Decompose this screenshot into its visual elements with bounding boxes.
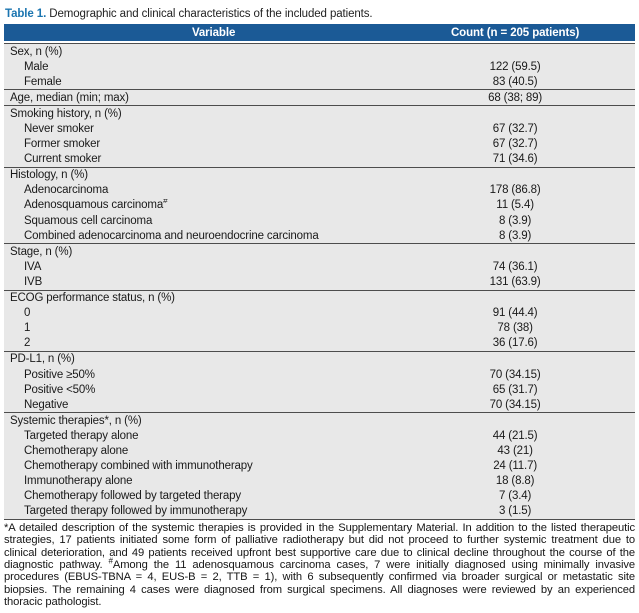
row-item-label: Targeted therapy followed by immunothera…: [24, 505, 248, 518]
row-count-value: 71 (34.6): [492, 153, 538, 166]
table-row: Sex, n (%): [4, 44, 635, 60]
row-item-label: Chemotherapy alone: [24, 444, 129, 457]
row-item-label: Male: [24, 60, 49, 73]
row-count-value: 131 (63.9): [489, 275, 541, 288]
column-header-count: Count (n = 205 patients): [450, 26, 580, 39]
table-row: IVB 131 (63.9): [4, 274, 635, 290]
row-item-label: Squamous cell carcinoma: [24, 214, 153, 227]
row-count-value: 70 (34.15): [489, 368, 541, 381]
row-group-label: Sex, n (%): [10, 45, 63, 58]
table-row: Histology, n (%): [4, 166, 635, 183]
row-count-value: 70 (34.15): [489, 398, 541, 411]
table-caption-text: Demographic and clinical characteristics…: [49, 8, 373, 20]
table-row: Positive <50% 65 (31.7): [4, 382, 635, 398]
row-count-value: 8 (3.9): [499, 229, 532, 242]
row-count-value: 11 (5.4): [496, 199, 534, 212]
row-item-label: Targeted therapy alone: [24, 429, 139, 442]
table-header-row: Variable Count (n = 205 patients): [4, 24, 635, 41]
row-count-value: 83 (40.5): [492, 75, 538, 88]
table-caption: Table 1. Demographic and clinical charac…: [5, 7, 635, 21]
table-row: Chemotherapy alone 43 (21): [4, 443, 635, 459]
table-row: Positive ≥50% 70 (34.15): [4, 366, 635, 383]
row-group-label: PD-L1, n (%): [10, 353, 75, 366]
table-footnote: *A detailed description of the systemic …: [4, 521, 635, 608]
row-count-value: 7 (3.4): [499, 490, 532, 503]
row-item-label: Positive <50%: [24, 383, 96, 396]
footnote-marker: #: [108, 556, 113, 566]
table-row: 2 36 (17.6): [4, 335, 635, 351]
row-item-label: IVB: [24, 275, 43, 288]
table-body: Sex, n (%) Male 122 (59.5) Female 83 (40.5) A…: [4, 43, 635, 520]
table-row: Systemic therapies*, n (%): [4, 412, 635, 429]
table-row: Negative 70 (34.15): [4, 397, 635, 413]
row-count-value: 36 (17.6): [492, 337, 538, 350]
row-item-label: Combined adenocarcinoma and neuroendocri…: [24, 229, 319, 242]
row-group-label: Smoking history, n (%): [10, 107, 122, 120]
row-count-value: 68 (38; 89): [488, 91, 543, 104]
row-item-label: IVA: [24, 260, 42, 273]
table-row: Smoking history, n (%): [4, 105, 635, 122]
table-caption-label: Table 1.: [5, 8, 47, 20]
table-row: Squamous cell carcinoma 8 (3.9): [4, 213, 635, 229]
table-row: Former smoker 67 (32.7): [4, 136, 635, 152]
column-header-variable: Variable: [191, 26, 236, 39]
table-row: Never smoker 67 (32.7): [4, 121, 635, 137]
table-row: Chemotherapy followed by targeted therap…: [4, 488, 635, 504]
row-group-label: Age, median (min; max): [10, 91, 129, 104]
row-item-label: 1: [24, 322, 31, 335]
table-row: PD-L1, n (%): [4, 350, 635, 367]
row-count-value: 18 (8.8): [495, 475, 535, 488]
row-item-label: Chemotherapy followed by targeted therap…: [24, 490, 241, 503]
row-count-value: 8 (3.9): [499, 214, 532, 227]
row-item-label: 0: [24, 307, 31, 320]
table-row: Targeted therapy alone 44 (21.5): [4, 428, 635, 444]
table-row: IVA 74 (36.1): [4, 259, 635, 275]
table-row: Age, median (min; max) 68 (38; 89): [4, 89, 635, 106]
row-count-value: 43 (21): [497, 444, 533, 457]
table-row: Female 83 (40.5): [4, 74, 635, 90]
row-item-label: Adenocarcinoma: [24, 184, 109, 197]
table-row: 0 91 (44.4): [4, 305, 635, 321]
row-item-label: 2: [24, 337, 31, 350]
row-count-value: 74 (36.1): [492, 260, 538, 273]
row-group-label: ECOG performance status, n (%): [10, 292, 175, 305]
table-row: Adenosquamous carcinoma# 11 (5.4): [4, 197, 635, 214]
table-row: Combined adenocarcinoma and neuroendocri…: [4, 228, 635, 244]
row-count-value: 44 (21.5): [492, 429, 538, 442]
table-row: Current smoker 71 (34.6): [4, 151, 635, 167]
row-item-label: Immunotherapy alone: [24, 475, 133, 488]
row-count-value: 65 (31.7): [492, 383, 538, 396]
row-group-label: Histology, n (%): [10, 169, 88, 182]
footnote-marker: #: [163, 199, 168, 206]
row-count-value: 3 (1.5): [499, 505, 532, 518]
row-count-value: 91 (44.4): [492, 307, 538, 320]
row-count-value: 122 (59.5): [489, 60, 541, 73]
table-row: ECOG performance status, n (%): [4, 289, 635, 306]
row-item-label: Chemotherapy combined with immunotherapy: [24, 460, 253, 473]
table-row: Chemotherapy combined with immunotherapy…: [4, 458, 635, 474]
row-count-value: 78 (38): [497, 322, 533, 335]
row-item-label: Current smoker: [24, 153, 102, 166]
row-item-label: Former smoker: [24, 138, 101, 151]
table-row: 1 78 (38): [4, 320, 635, 336]
table-row: Adenocarcinoma 178 (86.8): [4, 182, 635, 198]
row-group-label: Stage, n (%): [10, 245, 73, 258]
table-row: Male 122 (59.5): [4, 59, 635, 75]
row-item-label: Female: [24, 75, 62, 88]
row-item-label: Never smoker: [24, 123, 94, 136]
row-count-value: 24 (11.7): [493, 460, 538, 473]
table-row: Stage, n (%): [4, 243, 635, 260]
row-item-label: Positive ≥50%: [24, 368, 95, 381]
row-count-value: 67 (32.7): [492, 138, 538, 151]
table-row: Immunotherapy alone 18 (8.8): [4, 473, 635, 489]
row-item-label: Adenosquamous carcinoma#: [4, 199, 395, 211]
row-group-label: Systemic therapies*, n (%): [10, 414, 142, 427]
table-row: Targeted therapy followed by immunothera…: [4, 503, 635, 519]
row-count-value: 67 (32.7): [492, 123, 538, 136]
row-count-value: 178 (86.8): [489, 184, 541, 197]
row-item-label: Negative: [24, 398, 69, 411]
